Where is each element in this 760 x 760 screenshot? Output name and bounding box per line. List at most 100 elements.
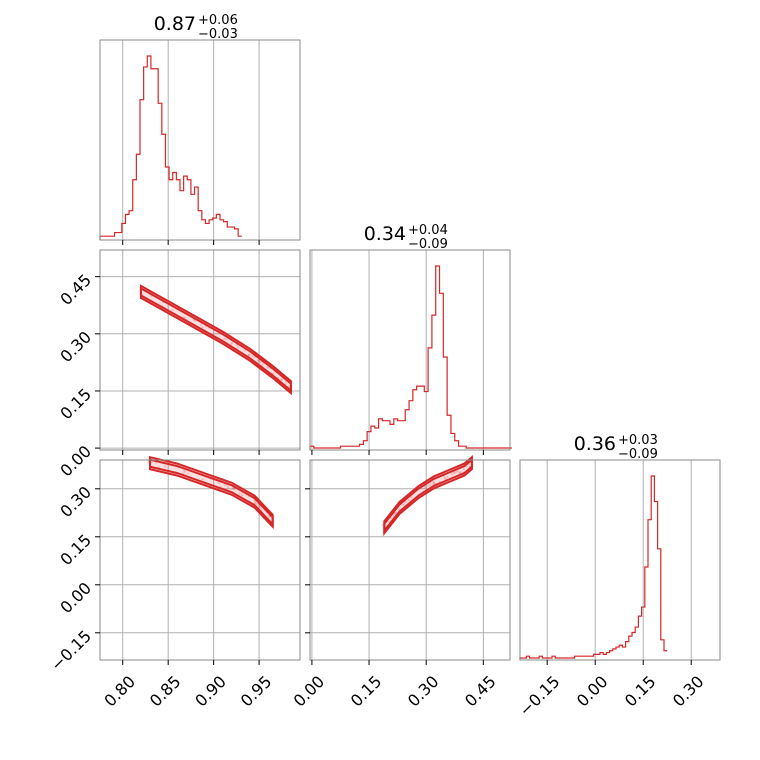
sample-point <box>462 467 465 471</box>
sample-point <box>427 484 430 487</box>
sample-point <box>443 477 447 480</box>
tick-label-x-2-1: 0.00 <box>573 672 612 711</box>
tick-label-x-0-2: 0.90 <box>191 672 230 711</box>
sample-point <box>236 346 240 349</box>
tick-label-x-1-1: 0.15 <box>347 672 386 711</box>
sample-point <box>432 480 435 484</box>
contour-level-1 <box>383 457 473 534</box>
sample-point <box>257 504 261 508</box>
tick-label-y-1-3: 0.45 <box>56 270 95 309</box>
sample-point <box>456 469 459 473</box>
panel-title-1: 0.34 <box>364 223 406 245</box>
sample-point <box>201 478 204 481</box>
sample-point <box>432 481 436 485</box>
sample-point <box>251 354 254 358</box>
panel-title-lower-0: −0.03 <box>198 27 238 42</box>
panel-title-lower-2: −0.09 <box>618 447 658 462</box>
sample-point <box>454 471 458 474</box>
sample-point <box>279 378 283 382</box>
tick-label-x-0-1: 0.85 <box>146 672 185 711</box>
sample-point <box>240 494 244 497</box>
tick-label-x-1-0: 0.00 <box>290 672 329 711</box>
sample-point <box>224 483 227 487</box>
sample-point <box>248 353 251 357</box>
sample-point <box>230 341 234 344</box>
sample-point <box>256 358 260 362</box>
sample-point <box>398 508 401 511</box>
tick-label-y-2-3: 0.30 <box>56 482 95 521</box>
sample-point <box>253 501 256 505</box>
panel-0-0: 0.87 +0.06−0.03 <box>99 13 301 245</box>
panel-frame <box>519 459 721 661</box>
sample-point <box>392 514 395 517</box>
panel-1-1: 0.34 +0.04−0.09 <box>309 223 512 455</box>
tick-label-x-2-0: −0.15 <box>515 672 563 720</box>
histogram-2 <box>519 475 668 660</box>
sample-point <box>458 471 461 475</box>
sample-point <box>424 486 427 489</box>
tick-label-y-2-0: −0.15 <box>47 626 95 674</box>
panel-frame <box>309 249 511 451</box>
tick-label-x-1-2: 0.30 <box>404 672 443 711</box>
tick-label-y-1-2: 0.30 <box>56 327 95 366</box>
panel-title-2: 0.36 <box>574 433 616 455</box>
tick-label-y-1-0: 0.00 <box>56 442 95 481</box>
sample-point <box>183 316 187 319</box>
sample-point <box>394 511 397 514</box>
sample-point <box>450 472 454 476</box>
sample-point <box>223 337 226 341</box>
tick-label-x-0-0: 0.80 <box>100 672 139 711</box>
sample-point <box>171 308 174 312</box>
sample-point <box>389 516 393 520</box>
contour-level-1 <box>139 286 292 393</box>
sample-point <box>404 500 407 504</box>
histogram-1 <box>309 265 512 450</box>
panel-frame <box>99 249 301 451</box>
sample-point <box>267 514 270 518</box>
panel-title-lower-1: −0.09 <box>408 237 448 252</box>
panel-frame <box>99 459 301 661</box>
tick-label-x-0-3: 0.95 <box>237 672 276 711</box>
tick-label-y-1-1: 0.15 <box>56 385 95 424</box>
sample-point <box>201 326 204 329</box>
sample-point <box>459 471 462 474</box>
panel-2-1: 0.00 0.15 0.30 0.45 <box>290 455 511 711</box>
sample-point <box>407 498 411 502</box>
sample-point <box>402 503 406 506</box>
tick-label-x-2-2: 0.15 <box>621 672 660 711</box>
panel-title-upper-0: +0.06 <box>198 13 238 28</box>
panel-1-0: 0.00 0.15 0.30 0.45 <box>56 249 301 481</box>
panel-title-upper-2: +0.03 <box>618 433 658 448</box>
tick-label-y-2-1: 0.00 <box>56 578 95 617</box>
histogram-0 <box>99 55 242 240</box>
panel-2-2: 0.36 +0.03−0.09 −0.15 0.00 0.15 0.30 <box>515 433 721 720</box>
sample-point <box>452 472 455 475</box>
sample-point <box>199 323 203 326</box>
contour-level-1 <box>149 458 274 527</box>
sample-point <box>225 338 228 341</box>
sample-point <box>226 485 230 489</box>
panel-title-upper-1: +0.04 <box>408 223 448 238</box>
sample-point <box>238 492 241 496</box>
sample-point <box>429 483 432 486</box>
contour-level-0 <box>383 455 473 537</box>
sample-point <box>280 378 284 381</box>
sample-point <box>253 356 256 359</box>
sample-point <box>266 366 269 369</box>
sample-point <box>446 475 449 479</box>
sample-point <box>253 501 257 505</box>
panel-2-0: 0.80 0.85 0.90 0.95 −0.15 0.00 0.15 0.30 <box>47 455 301 711</box>
sample-point <box>255 502 259 506</box>
sample-point <box>232 487 235 490</box>
contour-fill <box>384 457 472 534</box>
sample-point <box>410 496 413 499</box>
contour-level-0 <box>149 455 274 530</box>
tick-label-x-2-3: 0.30 <box>669 672 708 711</box>
sample-point <box>163 465 167 468</box>
sample-point <box>183 470 187 473</box>
panel-frame <box>99 39 301 241</box>
tick-label-x-1-3: 0.45 <box>461 672 500 711</box>
sample-point <box>217 481 221 485</box>
contour-level-0 <box>139 284 292 396</box>
